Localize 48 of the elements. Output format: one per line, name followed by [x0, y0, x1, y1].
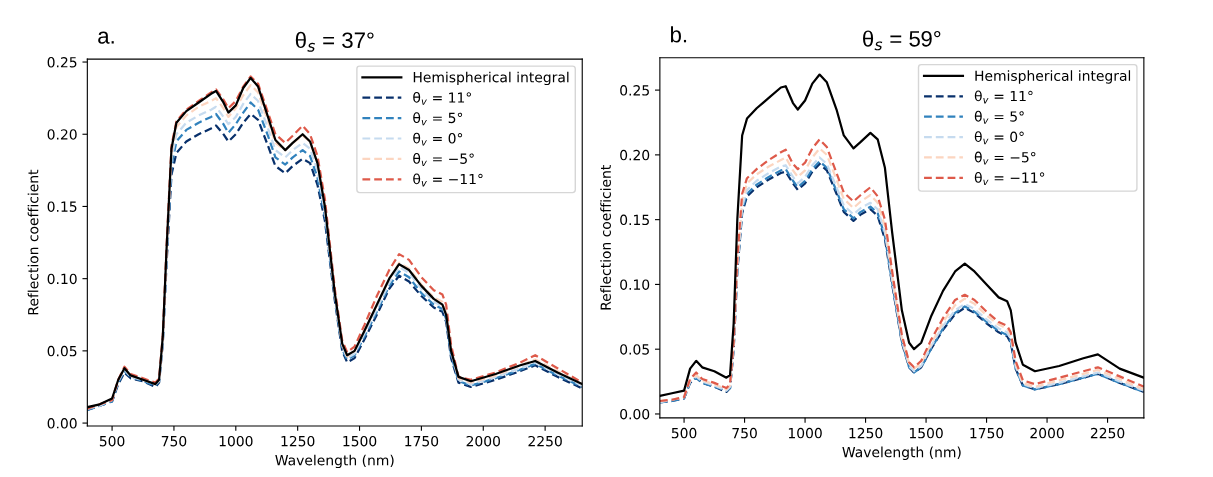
legend-label: Hemispherical integral: [975, 70, 1131, 84]
legend-label: θ$_{v}$ = −5°: [974, 151, 1036, 165]
x-tick-label: 1750: [405, 435, 439, 447]
y-tick-label: 0.15: [620, 214, 649, 226]
legend-label: θ$_{v}$ = 11°: [974, 90, 1033, 104]
x-tick-label: 2000: [1030, 427, 1064, 439]
y-tick-label: 0.00: [47, 418, 77, 429]
x-tick-label: 750: [732, 427, 757, 439]
x-tick-label: 500: [671, 427, 697, 439]
legend-label: θ$_{v}$ = −5°: [413, 153, 474, 166]
legend-label: θ$_{v}$ = 5°: [413, 112, 463, 126]
x-tick-label: 1250: [849, 427, 883, 439]
legend-label: θ$_{v}$ = 5°: [974, 110, 1024, 124]
x-axis-title: Wavelength (nm): [275, 454, 394, 469]
y-axis-title: Reflection coefficient: [27, 169, 39, 315]
y-tick-label: 0.05: [620, 344, 649, 355]
y-tick-label: 0.20: [620, 149, 650, 161]
x-tick-label: 1000: [788, 427, 822, 439]
x-tick-label: 2000: [466, 435, 501, 447]
y-tick-label: 0.20: [47, 129, 77, 140]
text: a.: [98, 31, 114, 44]
y-tick-label: 0.00: [620, 408, 650, 420]
text: b.: [670, 26, 687, 43]
x-tick-label: 2250: [1090, 427, 1125, 439]
legend-label: θ$_{v}$ = −11°: [974, 172, 1045, 185]
legend-label: θ$_{v}$ = 0°: [413, 132, 463, 146]
legend-label: θ$_{v}$ = −11°: [413, 173, 483, 187]
x-tick-label: 1500: [343, 435, 377, 447]
x-tick-label: 500: [99, 435, 125, 447]
y-tick-label: 0.25: [620, 85, 649, 96]
y-tick-label: 0.10: [47, 273, 77, 285]
legend-label: Hemispherical integral: [413, 71, 569, 86]
chart-title: θ$_{s}$ = 37°: [295, 31, 374, 52]
x-axis-title: Wavelength (nm): [842, 446, 961, 461]
y-tick-label: 0.10: [620, 279, 650, 290]
x-tick-label: 1250: [281, 435, 315, 447]
y-axis-title: Reflection coefficient: [600, 165, 611, 310]
x-tick-label: 750: [161, 435, 187, 447]
x-tick-label: 2250: [528, 435, 562, 447]
y-tick-label: 0.05: [47, 345, 77, 357]
x-tick-label: 1750: [970, 427, 1004, 439]
legend-label: θ$_{v}$ = 0°: [974, 131, 1024, 145]
x-tick-label: 1500: [909, 427, 943, 439]
chart-title: θ$_{s}$ = 59°: [863, 30, 941, 51]
y-tick-label: 0.15: [47, 201, 77, 212]
x-tick-label: 1000: [219, 435, 253, 447]
y-tick-label: 0.25: [47, 57, 77, 68]
legend-label: θ$_{v}$ = 11°: [413, 91, 471, 105]
